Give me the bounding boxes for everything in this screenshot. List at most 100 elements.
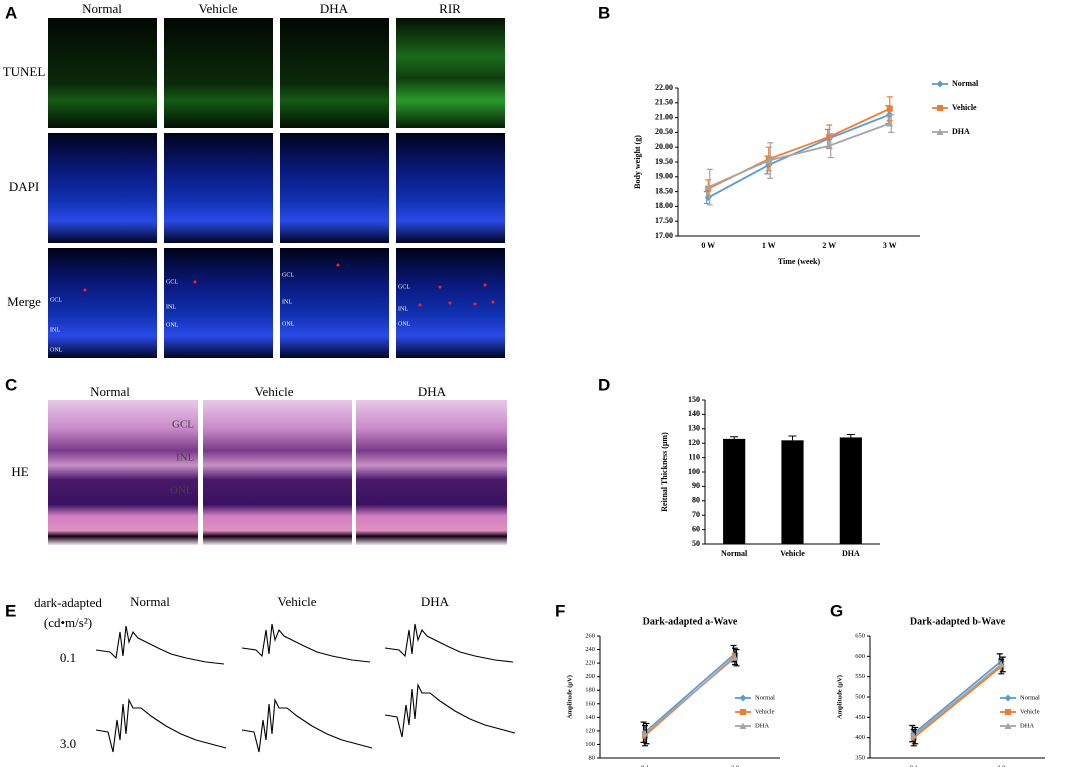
- y-axis-label: Amplitude (μV): [566, 675, 573, 719]
- panel-a: Normal Vehicle DHA RIR TUNEL DAPI Merge …: [3, 1, 505, 358]
- erg-trace: [241, 623, 371, 663]
- legend-marker: [936, 80, 944, 88]
- column-label: Vehicle: [199, 1, 238, 16]
- layer-label: GCL: [172, 419, 194, 431]
- bar: [723, 438, 746, 544]
- legend-marker: [1004, 722, 1012, 729]
- series-line: [644, 652, 736, 733]
- panel-letter: C: [5, 375, 17, 394]
- x-tick-label: 3 W: [883, 241, 897, 250]
- x-tick-label: Vehicle: [780, 549, 805, 558]
- row-label: DAPI: [9, 179, 39, 194]
- layer-label: GCL: [166, 279, 178, 285]
- error-bar: [788, 435, 797, 441]
- micrograph: [203, 400, 352, 545]
- y-tick-label: 19.00: [655, 172, 673, 181]
- error-bar: [846, 434, 855, 438]
- legend-label: Vehicle: [755, 708, 775, 715]
- erg-trace: [95, 625, 225, 665]
- column-label: Normal: [130, 594, 170, 609]
- series-line: [913, 660, 1002, 735]
- y-axis-label: Body weight (g): [633, 135, 642, 189]
- y-tick-label: 140: [688, 409, 700, 418]
- y-tick-label: 19.50: [655, 157, 673, 166]
- series-line: [707, 113, 891, 199]
- y-tick-label: 17.00: [655, 231, 673, 240]
- row-label: Merge: [7, 294, 41, 309]
- layer-label: INL: [282, 299, 292, 305]
- x-tick-label: 2 W: [822, 241, 836, 250]
- layer-label: INL: [176, 452, 195, 464]
- micrograph: [48, 133, 157, 243]
- micrograph: [164, 248, 273, 358]
- x-tick-label: 0.1: [910, 764, 918, 767]
- y-tick-label: 130: [688, 424, 700, 433]
- marker: [731, 654, 739, 661]
- y-tick-label: 220: [585, 660, 595, 667]
- chart: 17.00 17.50 18.00 18.50 19.00 19.50 20.00 20.50…: [633, 79, 979, 266]
- x-tick-label: 3.0: [997, 764, 1005, 767]
- y-tick-label: 240: [585, 646, 595, 653]
- column-label: Normal: [82, 1, 122, 16]
- panel-letter: A: [5, 3, 17, 22]
- y-tick-label: 120: [688, 438, 700, 447]
- bar: [839, 437, 862, 544]
- y-tick-label: 20.00: [655, 142, 673, 151]
- column-label: DHA: [421, 594, 450, 609]
- y-tick-label: 50: [692, 539, 700, 548]
- marker: [825, 142, 833, 149]
- layer-label: ONL: [282, 321, 295, 327]
- y-tick-label: 150: [688, 395, 700, 404]
- legend-label: Vehicle: [1020, 708, 1040, 715]
- legend-marker: [739, 722, 747, 729]
- legend-marker: [1004, 694, 1012, 702]
- panel-c: Normal Vehicle DHA HE GCL INL ONL: [11, 384, 507, 545]
- y-tick-label: 22.00: [655, 83, 673, 92]
- marker: [886, 120, 894, 127]
- micrograph: [164, 18, 273, 128]
- marker: [910, 732, 918, 739]
- micrograph: [396, 133, 505, 243]
- column-label: Normal: [90, 384, 130, 399]
- series-line: [913, 665, 1002, 739]
- panel-letter: B: [598, 3, 610, 22]
- bar: [781, 440, 804, 544]
- row-label: HE: [11, 464, 28, 479]
- y-tick-label: 80: [589, 754, 596, 761]
- series-line: [707, 122, 891, 188]
- y-tick-label: 450: [855, 714, 865, 721]
- chart-title: Dark-adapted a-Wave: [643, 616, 738, 627]
- x-axis-label: Time (week): [778, 257, 821, 266]
- micrograph: [48, 248, 157, 358]
- y-tick-label: 400: [855, 734, 865, 741]
- y-tick-label: 650: [855, 632, 865, 639]
- legend-label: Vehicle: [952, 103, 977, 112]
- y-tick-label: 21.50: [655, 98, 673, 107]
- y-tick-label: 100: [688, 467, 700, 476]
- y-tick-label: 21.00: [655, 112, 673, 121]
- erg-trace: [95, 699, 227, 753]
- y-tick-label: 80: [692, 496, 700, 505]
- marker: [704, 183, 712, 191]
- y-tick-label: 550: [855, 673, 865, 680]
- layer-label: INL: [166, 304, 176, 310]
- marker: [826, 133, 833, 140]
- erg-trace: [384, 684, 516, 738]
- micrograph: [48, 400, 198, 545]
- row-label: 3.0: [60, 736, 76, 751]
- legend-marker: [739, 694, 747, 702]
- y-tick-label: 60: [692, 524, 700, 533]
- y-tick-label: 70: [692, 510, 700, 519]
- column-label: Vehicle: [278, 594, 317, 609]
- chart: 50 60 70 80 90 100 110 120 130 140 150 Normal Vehicl…: [660, 395, 880, 558]
- y-tick-label: 20.50: [655, 127, 673, 136]
- layer-label: INL: [398, 306, 408, 312]
- x-tick-label: 0 W: [701, 241, 715, 250]
- axis-unit: (cd•m/s²): [44, 615, 92, 630]
- y-tick-label: 500: [855, 693, 865, 700]
- micrograph: [280, 248, 389, 358]
- y-tick-label: 260: [585, 632, 595, 639]
- layer-label: ONL: [50, 347, 63, 353]
- y-tick-label: 200: [585, 673, 595, 680]
